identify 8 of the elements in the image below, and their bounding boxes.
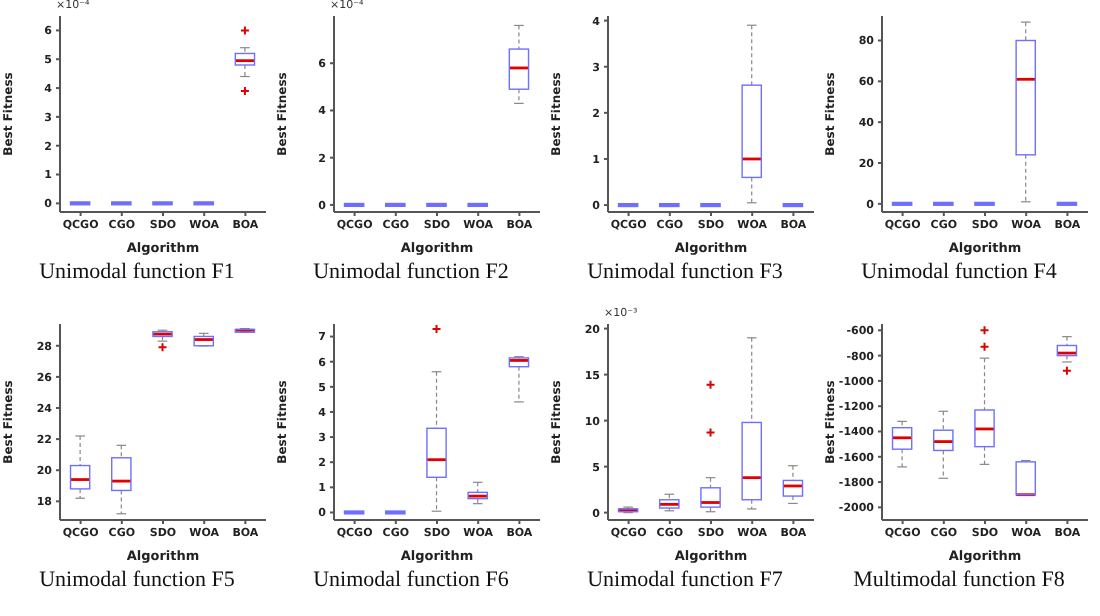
text: Unimodal function F7 bbox=[585, 568, 785, 592]
text: Unimodal function F3 bbox=[585, 260, 785, 284]
text: Unimodal function F2 bbox=[311, 260, 511, 284]
text: Multimodal function F8 bbox=[851, 568, 1067, 592]
text: Unimodal function F1 bbox=[37, 260, 237, 284]
text: Unimodal function F5 bbox=[37, 568, 237, 592]
text: Unimodal function F4 bbox=[859, 260, 1059, 284]
text: Unimodal function F6 bbox=[311, 568, 511, 592]
